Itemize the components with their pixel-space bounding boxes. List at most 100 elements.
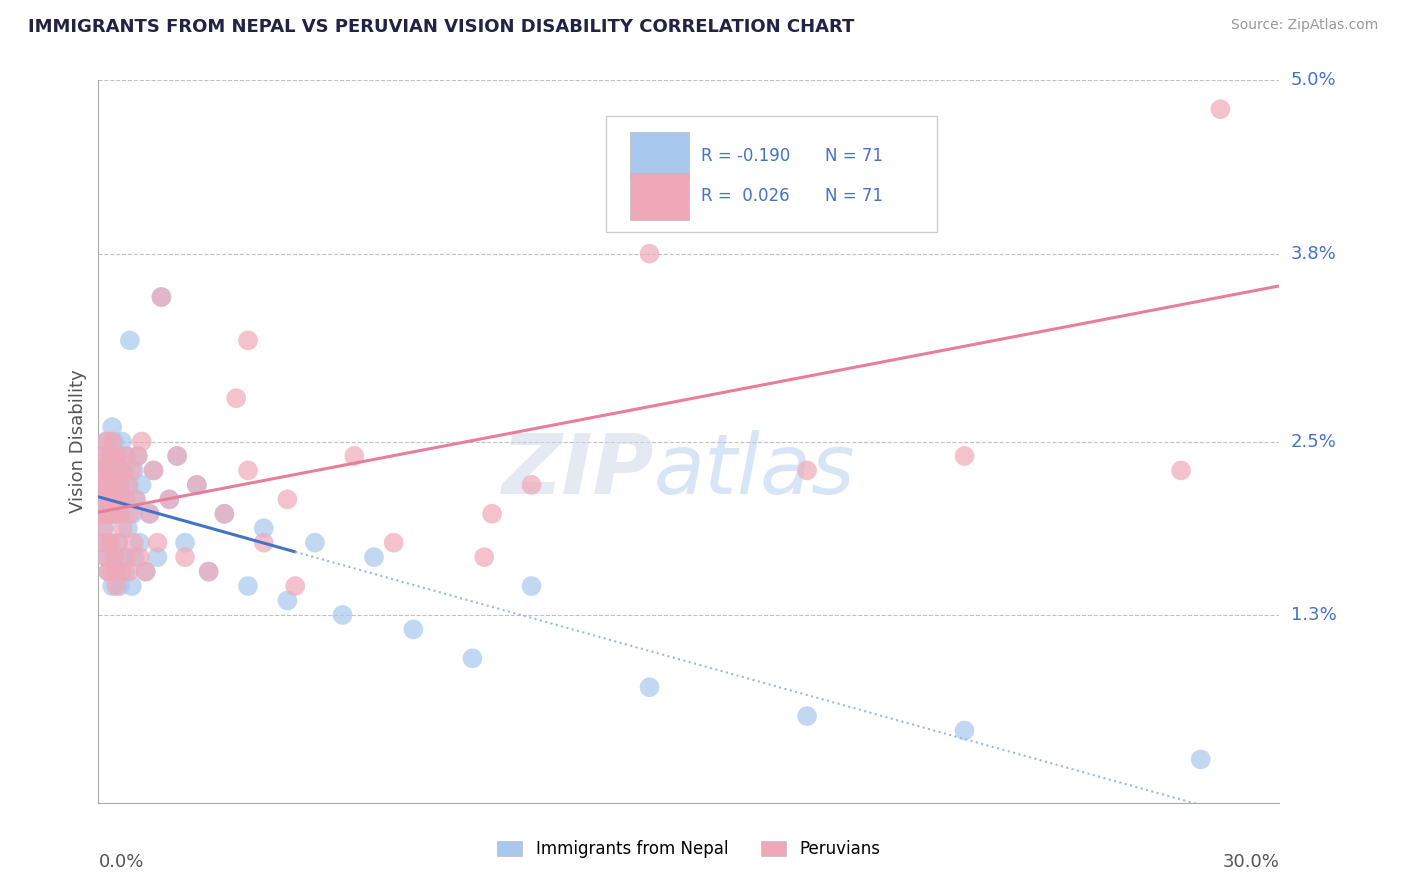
Point (108, 579, 131, 593)
Point (236, 334, 259, 348)
Point (138, 507, 160, 521)
Point (96, 434, 118, 449)
Point (93, 535, 115, 549)
Point (174, 550, 197, 565)
Point (124, 550, 146, 565)
Point (520, 478, 543, 492)
Point (236, 579, 259, 593)
Point (96, 434, 118, 449)
Point (98, 449, 121, 463)
Point (107, 449, 129, 463)
Point (150, 290, 173, 304)
Point (110, 565, 132, 579)
Point (94, 492, 117, 507)
Point (101, 420, 124, 434)
Point (96, 507, 118, 521)
Point (875, 131, 897, 145)
Point (236, 463, 259, 477)
Point (276, 593, 298, 607)
Text: atlas: atlas (654, 430, 855, 511)
Point (97, 463, 120, 477)
Point (96, 550, 118, 565)
Point (122, 507, 145, 521)
Point (122, 463, 145, 477)
Point (472, 550, 495, 565)
Point (122, 535, 145, 549)
Point (402, 623, 425, 637)
Point (638, 680, 661, 694)
Text: R = -0.190: R = -0.190 (700, 147, 790, 165)
Point (97, 565, 120, 579)
FancyBboxPatch shape (630, 132, 689, 179)
Point (91, 535, 114, 549)
Text: R =  0.026: R = 0.026 (700, 187, 789, 205)
Point (157, 492, 180, 507)
Point (146, 535, 169, 549)
Point (104, 463, 127, 477)
Point (105, 449, 128, 463)
Point (91, 507, 114, 521)
Point (214, 507, 236, 521)
Point (108, 507, 131, 521)
Point (98, 535, 121, 549)
Point (127, 449, 149, 463)
Point (796, 709, 818, 723)
Point (104, 507, 127, 521)
Point (253, 521, 276, 535)
Point (142, 463, 165, 477)
Point (103, 550, 125, 565)
Point (304, 535, 326, 549)
Point (115, 550, 138, 565)
Point (89, 478, 111, 492)
Point (96, 478, 118, 492)
Text: 5.0%: 5.0% (1291, 71, 1336, 89)
Point (128, 550, 150, 565)
Point (107, 535, 129, 549)
Point (343, 449, 366, 463)
Y-axis label: Vision Disability: Vision Disability (69, 369, 87, 514)
Text: ZIP: ZIP (501, 430, 654, 511)
Legend: Immigrants from Nepal, Peruvians: Immigrants from Nepal, Peruvians (489, 832, 889, 867)
Text: IMMIGRANTS FROM NEPAL VS PERUVIAN VISION DISABILITY CORRELATION CHART: IMMIGRANTS FROM NEPAL VS PERUVIAN VISION… (28, 18, 855, 36)
Point (107, 535, 129, 549)
Text: N = 71: N = 71 (825, 187, 883, 205)
Point (90, 507, 112, 521)
Point (115, 492, 138, 507)
Text: 3.8%: 3.8% (1291, 244, 1336, 262)
Point (111, 463, 134, 477)
Point (186, 478, 208, 492)
Point (174, 535, 197, 549)
Point (118, 478, 141, 492)
Point (520, 579, 543, 593)
Point (110, 478, 132, 492)
Point (105, 463, 128, 477)
Point (121, 463, 143, 477)
Point (638, 246, 661, 260)
Point (131, 434, 153, 449)
Point (186, 478, 208, 492)
Point (118, 565, 141, 579)
Point (166, 449, 188, 463)
Point (197, 565, 219, 579)
Text: Source: ZipAtlas.com: Source: ZipAtlas.com (1230, 18, 1378, 32)
Point (112, 463, 135, 477)
Point (461, 651, 484, 665)
Point (98, 535, 121, 549)
Point (150, 290, 173, 304)
Point (91, 463, 114, 477)
Point (115, 449, 138, 463)
Point (93, 449, 115, 463)
Point (105, 579, 128, 593)
Point (97, 463, 120, 477)
Point (91, 521, 114, 535)
Point (89, 492, 111, 507)
Point (103, 478, 125, 492)
Point (118, 334, 141, 348)
Point (127, 449, 149, 463)
Point (1209, 102, 1232, 116)
Point (105, 492, 128, 507)
Point (118, 507, 141, 521)
Point (125, 492, 148, 507)
Point (112, 492, 135, 507)
Point (105, 492, 128, 507)
